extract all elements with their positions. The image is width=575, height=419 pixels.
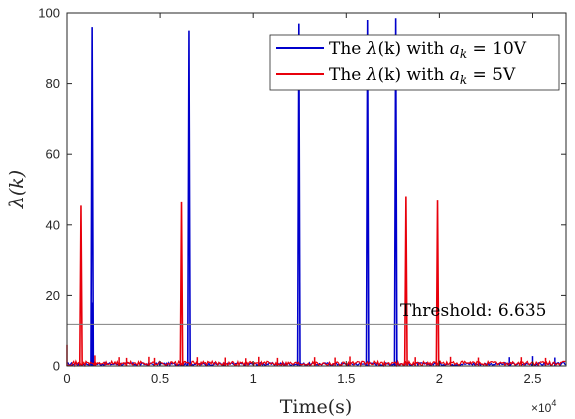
x-tick-label: 0.5 xyxy=(151,371,169,386)
series-1-spike-2 xyxy=(403,196,408,367)
x-axis-title: Time(s) xyxy=(280,396,353,418)
legend-text-lambda: λ xyxy=(366,65,378,85)
x-exponent-label: ×104 xyxy=(531,398,556,415)
series-1-spike-3 xyxy=(435,200,440,367)
threshold-label: Threshold: 6.635 xyxy=(400,301,547,321)
legend-text-pre: The xyxy=(329,39,367,59)
series-0-spike-4 xyxy=(393,18,398,367)
legend-text-sub: k xyxy=(460,73,467,87)
legend-text-mid: (k) with xyxy=(378,65,450,85)
legend-text-pre: The xyxy=(329,65,367,85)
series-0-spike-0 xyxy=(90,27,95,367)
y-tick-label: 100 xyxy=(38,6,60,21)
x-tick-label: 2 xyxy=(436,371,443,386)
series-0-spike-2 xyxy=(296,23,301,367)
x-tick-label: 1.5 xyxy=(337,371,355,386)
series-layer xyxy=(66,18,566,368)
y-tick-label: 60 xyxy=(46,147,60,162)
y-tick-label: 20 xyxy=(46,288,60,303)
legend-text-mid: (k) with xyxy=(378,39,450,59)
x-tick-label: 0 xyxy=(63,371,70,386)
series-1-baseline xyxy=(66,359,566,368)
y-tick-label: 40 xyxy=(46,217,60,232)
series-1-spike-1 xyxy=(179,201,184,367)
legend-text-a: a xyxy=(450,39,460,59)
legend-text-lambda: λ xyxy=(366,39,378,59)
series-1-spike-0 xyxy=(78,205,83,367)
legend-text-post: = 5V xyxy=(467,65,516,85)
x-tick-label: 2.5 xyxy=(523,371,541,386)
y-axis: 0 20 40 60 80 100 xyxy=(38,6,566,374)
x-axis: 0 0.5 1 1.5 2 2.5 xyxy=(63,13,542,386)
series-0-spike-1 xyxy=(186,30,191,367)
legend-box xyxy=(269,34,560,91)
axes-box xyxy=(66,12,567,367)
legend-text-a: a xyxy=(450,65,460,85)
y-tick-label: 80 xyxy=(46,76,60,91)
legend-text-sub: k xyxy=(460,47,467,61)
legend-text-post: = 10V xyxy=(467,39,527,59)
x-tick-label: 1 xyxy=(250,371,257,386)
x-exponent-power: 4 xyxy=(551,398,556,408)
legend-label-0: The λ(k) with ak = 10V xyxy=(329,39,527,61)
x-exponent-base: ×10 xyxy=(531,401,552,415)
y-axis-title: λ(k) xyxy=(6,170,28,209)
series-0-spike-3 xyxy=(365,20,370,367)
y-tick-label: 0 xyxy=(53,359,60,374)
legend-label-1: The λ(k) with ak = 5V xyxy=(329,65,516,87)
